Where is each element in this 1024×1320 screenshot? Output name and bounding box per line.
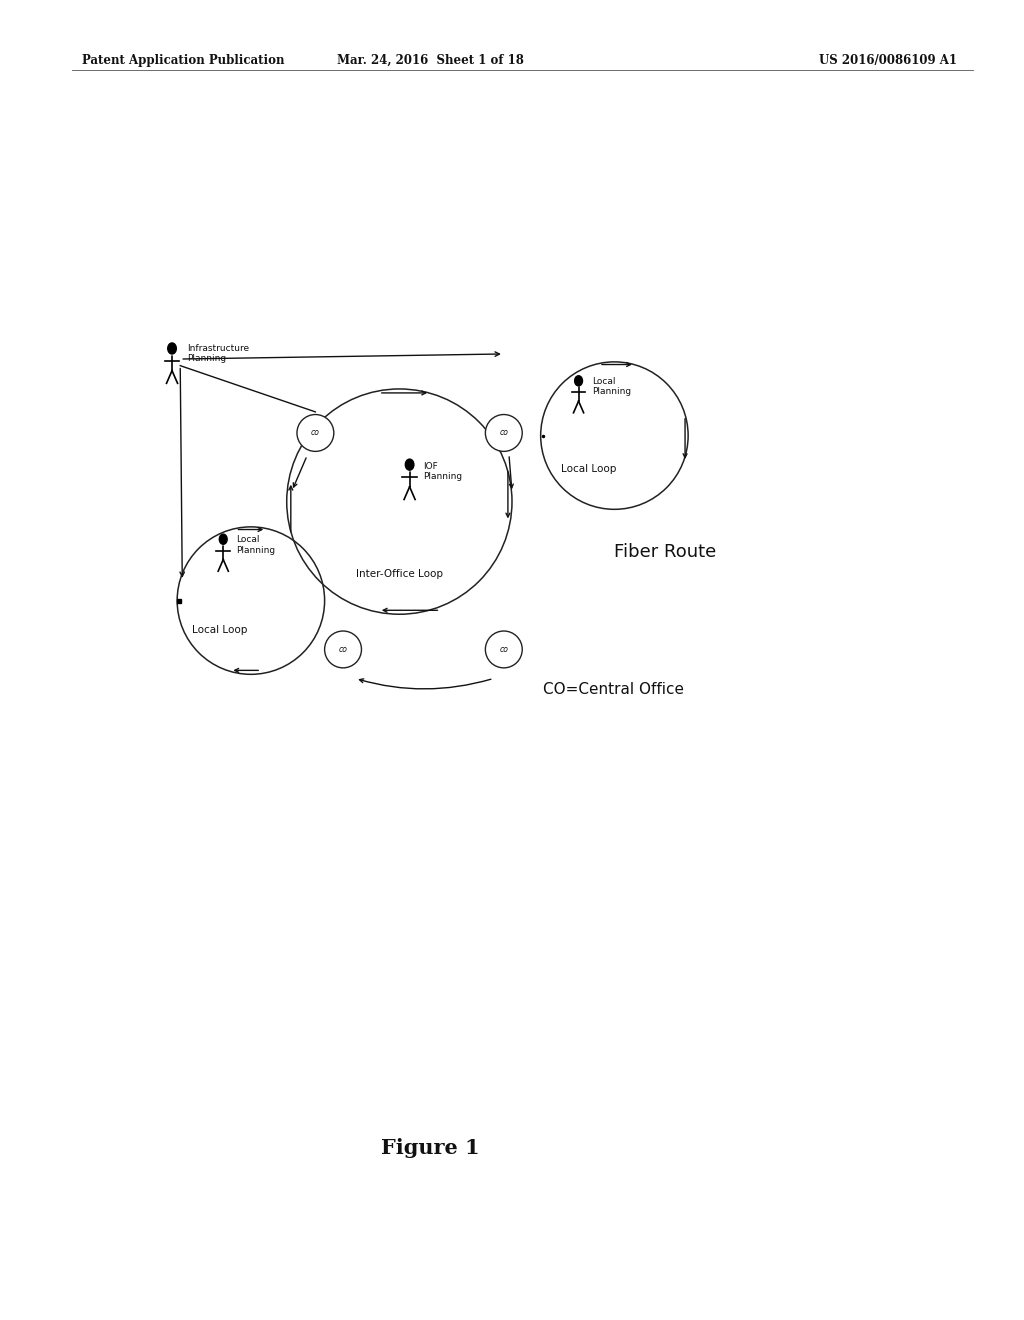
Ellipse shape [297,414,334,451]
Text: co: co [500,429,508,437]
Text: Fiber Route: Fiber Route [614,543,717,561]
Text: Local
Planning: Local Planning [237,536,275,554]
Text: Local Loop: Local Loop [561,463,616,474]
Text: CO=Central Office: CO=Central Office [543,681,684,697]
Text: US 2016/0086109 A1: US 2016/0086109 A1 [819,54,957,67]
Circle shape [406,459,414,470]
Text: co: co [500,645,508,653]
Text: Inter-Office Loop: Inter-Office Loop [356,569,442,579]
Text: co: co [339,645,347,653]
Text: Infrastructure
Planning: Infrastructure Planning [187,345,250,363]
Ellipse shape [325,631,361,668]
Circle shape [168,343,176,354]
Circle shape [574,376,583,385]
Ellipse shape [485,631,522,668]
Text: Figure 1: Figure 1 [381,1138,479,1159]
Text: Local Loop: Local Loop [193,624,248,635]
Text: Local
Planning: Local Planning [592,378,631,396]
Ellipse shape [485,414,522,451]
Text: Mar. 24, 2016  Sheet 1 of 18: Mar. 24, 2016 Sheet 1 of 18 [337,54,523,67]
Circle shape [219,535,227,544]
Text: co: co [311,429,319,437]
Text: IOF
Planning: IOF Planning [423,462,462,480]
Text: Patent Application Publication: Patent Application Publication [82,54,285,67]
